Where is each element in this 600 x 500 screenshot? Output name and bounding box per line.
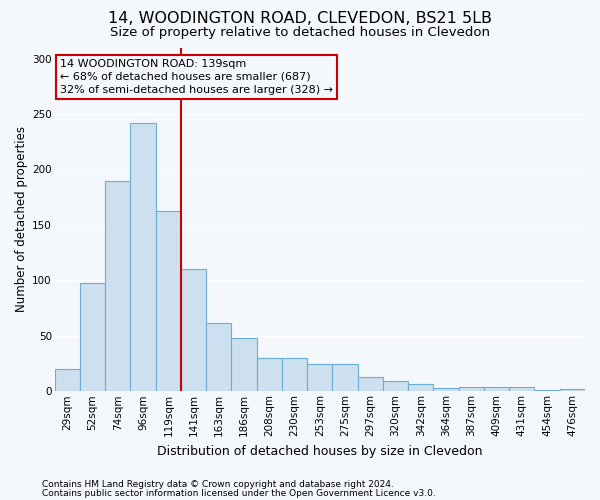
- Text: Contains HM Land Registry data © Crown copyright and database right 2024.: Contains HM Land Registry data © Crown c…: [42, 480, 394, 489]
- Text: 14, WOODINGTON ROAD, CLEVEDON, BS21 5LB: 14, WOODINGTON ROAD, CLEVEDON, BS21 5LB: [108, 11, 492, 26]
- Bar: [206, 322, 232, 392]
- Bar: [560, 389, 585, 392]
- Bar: [509, 387, 535, 392]
- Bar: [383, 382, 408, 392]
- Text: Size of property relative to detached houses in Clevedon: Size of property relative to detached ho…: [110, 26, 490, 39]
- Bar: [408, 384, 433, 392]
- X-axis label: Distribution of detached houses by size in Clevedon: Distribution of detached houses by size …: [157, 444, 482, 458]
- Bar: [459, 387, 484, 392]
- Bar: [282, 358, 307, 392]
- Bar: [156, 210, 181, 392]
- Bar: [433, 388, 459, 392]
- Bar: [307, 364, 332, 392]
- Bar: [484, 387, 509, 392]
- Bar: [181, 270, 206, 392]
- Bar: [358, 377, 383, 392]
- Bar: [535, 390, 560, 392]
- Text: Contains public sector information licensed under the Open Government Licence v3: Contains public sector information licen…: [42, 488, 436, 498]
- Bar: [232, 338, 257, 392]
- Bar: [130, 123, 156, 392]
- Bar: [55, 369, 80, 392]
- Y-axis label: Number of detached properties: Number of detached properties: [15, 126, 28, 312]
- Bar: [332, 364, 358, 392]
- Bar: [105, 180, 130, 392]
- Text: 14 WOODINGTON ROAD: 139sqm
← 68% of detached houses are smaller (687)
32% of sem: 14 WOODINGTON ROAD: 139sqm ← 68% of deta…: [60, 58, 333, 95]
- Bar: [257, 358, 282, 392]
- Bar: [80, 282, 105, 392]
